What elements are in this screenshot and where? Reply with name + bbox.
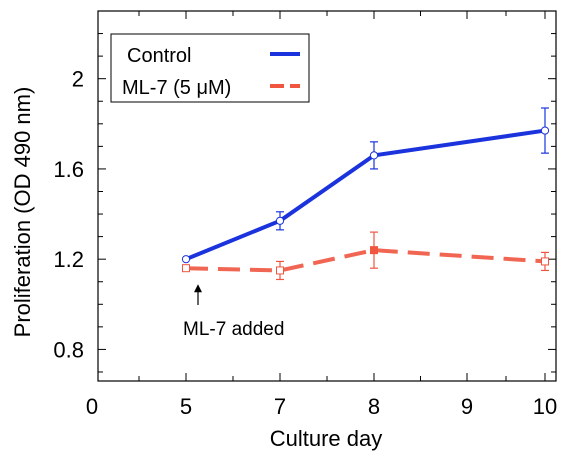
- annotation-label: ML-7 added: [183, 319, 284, 340]
- y-axis-title: Proliferation (OD 490 nm): [10, 87, 35, 338]
- x-tick-label: 0: [86, 394, 98, 419]
- annotation-arrowhead: [194, 284, 202, 293]
- legend-label: ML-7 (5 μM): [122, 77, 231, 99]
- data-point: [276, 266, 284, 275]
- x-tick-label: 8: [368, 394, 380, 419]
- y-tick-label: 1.2: [53, 247, 84, 272]
- x-tick-label: 7: [274, 394, 286, 419]
- data-point: [181, 255, 191, 264]
- y-tick-label: 0.8: [53, 337, 84, 362]
- x-axis-title: Culture day: [270, 426, 383, 451]
- data-point: [370, 246, 378, 255]
- series-line: [185, 248, 546, 273]
- x-tick-label: 5: [180, 394, 192, 419]
- y-tick-label: 2: [72, 67, 84, 92]
- data-point: [369, 151, 379, 160]
- series-control: [181, 107, 550, 264]
- y-tick-label: 1.6: [53, 157, 84, 182]
- series-line: [185, 128, 546, 262]
- data-point: [182, 264, 190, 273]
- legend-box: [110, 33, 310, 103]
- data-point: [540, 126, 550, 135]
- x-tick-label: 10: [533, 394, 557, 419]
- legend-label: Control: [127, 45, 191, 67]
- data-point: [541, 257, 549, 266]
- x-tick-label: 9: [461, 394, 473, 419]
- data-point: [275, 216, 285, 225]
- series-ml7: [182, 231, 549, 281]
